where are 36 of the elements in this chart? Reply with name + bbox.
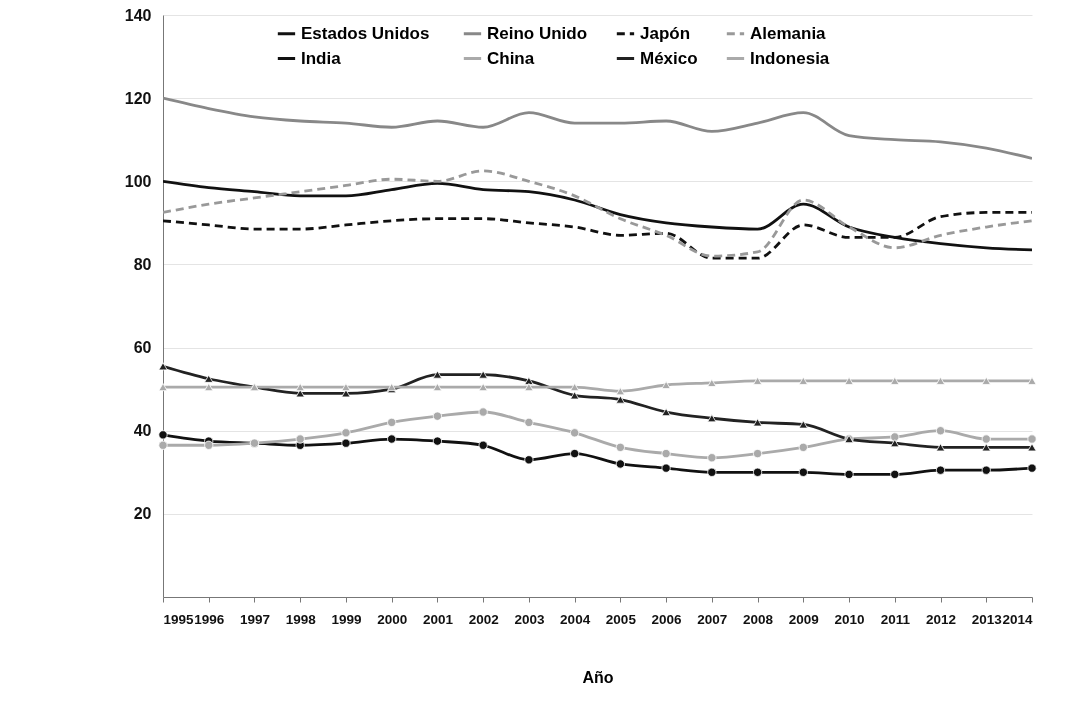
x-tick-label: 2000 (377, 611, 408, 627)
x-tick-label: 1995 (163, 611, 195, 627)
x-tick-label: 2003 (514, 611, 545, 627)
x-tick-label: 2004 (560, 611, 591, 627)
x-tick-label: 1996 (194, 611, 225, 627)
y-tick-label: 140 (124, 6, 152, 24)
y-tick-label: 20 (133, 505, 152, 523)
legend-label: Japón (639, 23, 691, 43)
x-tick-label: 2005 (605, 611, 637, 627)
legend-label: Indonesia (749, 48, 830, 68)
x-tick-label: 2008 (743, 611, 774, 627)
x-tick-label: 1997 (239, 611, 270, 627)
x-tick-label: 2006 (651, 611, 683, 627)
x-tick-label: 2011 (880, 611, 911, 627)
y-tick-label: 40 (133, 422, 152, 440)
legend-label: Estados Unidos (300, 23, 430, 43)
legend-label: Reino Unido (486, 23, 588, 43)
x-tick-label: 2012 (926, 611, 957, 627)
legend-label: China (486, 48, 535, 68)
x-tick-label: 2001 (422, 611, 454, 627)
legend-label: India (300, 48, 342, 68)
y-tick-label: 60 (133, 339, 152, 357)
y-tick-label: 120 (124, 89, 152, 107)
x-tick-label: 2013 (971, 611, 1003, 627)
x-tick-label: 2007 (697, 611, 728, 627)
x-tick-label: 1998 (285, 611, 317, 627)
legend-label: México (639, 48, 698, 68)
x-tick-label: 1999 (331, 611, 362, 627)
y-tick-label: 100 (124, 172, 152, 190)
x-tick-label: 2009 (788, 611, 819, 627)
x-tick-label: 2002 (468, 611, 499, 627)
x-tick-label: 2014 (1002, 611, 1033, 627)
legend-label: Alemania (749, 23, 827, 43)
y-tick-label: 80 (133, 255, 152, 273)
x-tick-label: 2010 (834, 611, 865, 627)
x-axis-title: Año (582, 669, 614, 686)
